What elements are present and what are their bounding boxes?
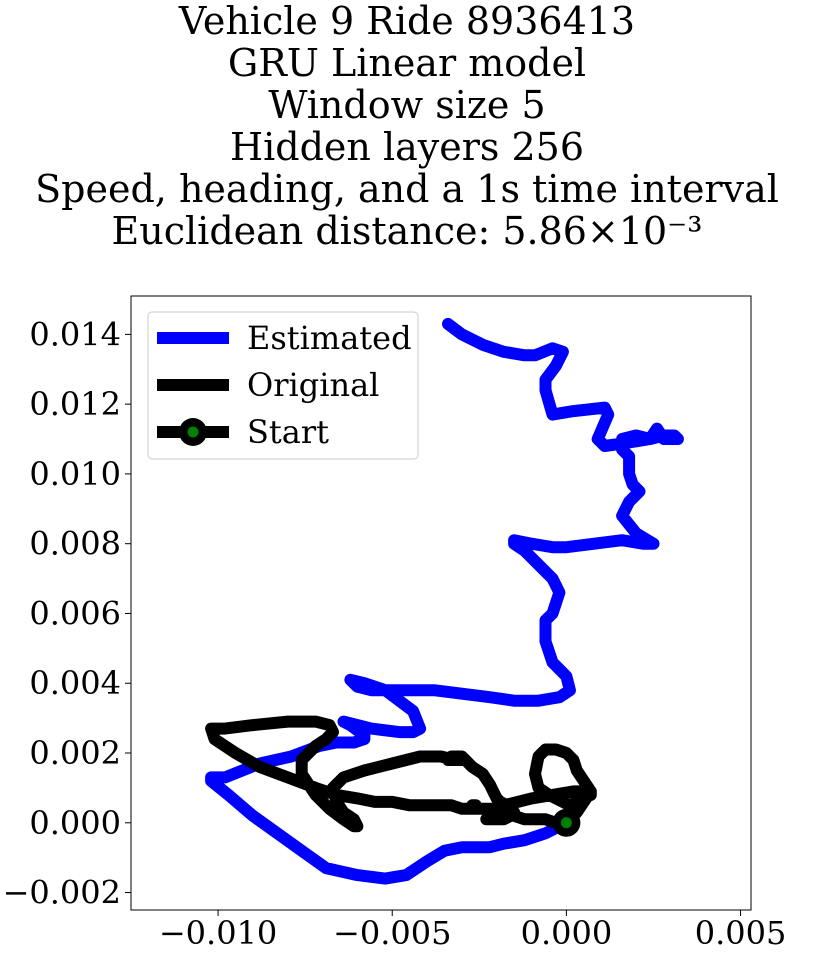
legend: Estimated Original Start	[147, 311, 419, 460]
x-tick-label: −0.010	[159, 914, 277, 952]
series-layer	[205, 317, 684, 885]
title-line-5: Speed, heading, and a 1s time interval	[35, 167, 779, 211]
legend-start-marker	[187, 426, 199, 438]
x-tick-label: −0.005	[333, 914, 451, 952]
title-line-1: Vehicle 9 Ride 8936413	[178, 0, 636, 43]
y-tick-label: 0.010	[29, 455, 121, 493]
legend-label: Original	[247, 366, 379, 404]
title-line-3: Window size 5	[268, 83, 546, 127]
y-tick-label: −0.002	[3, 874, 121, 912]
series-original-line	[205, 715, 597, 833]
legend-box	[147, 311, 419, 460]
axes: −0.010 −0.005 0.000 0.005 −0.002 0.000 0.002 0.…	[3, 295, 787, 952]
y-tick-label: 0.012	[29, 385, 121, 423]
y-tick-label: 0.008	[29, 525, 121, 563]
y-tick-label: 0.004	[29, 664, 121, 702]
title-line-4: Hidden layers 256	[229, 125, 585, 169]
y-tick-label: 0.000	[29, 804, 121, 842]
y-tick-label: 0.014	[29, 315, 121, 353]
title-line-2: GRU Linear model	[227, 41, 587, 85]
legend-label: Start	[247, 413, 329, 451]
series-estimated-line	[205, 317, 684, 885]
y-tick-label: 0.006	[29, 594, 121, 632]
x-tick-label: 0.005	[695, 914, 787, 952]
start-marker	[560, 817, 572, 829]
legend-label: Estimated	[247, 319, 412, 357]
title-line-6: Euclidean distance: 5.86×10⁻³	[111, 209, 703, 253]
plot-area	[205, 317, 684, 885]
x-tick-label: 0.000	[521, 914, 613, 952]
y-tick-label: 0.002	[29, 734, 121, 772]
axes-frame	[130, 295, 752, 911]
chart-title: Vehicle 9 Ride 8936413 GRU Linear model …	[0, 0, 814, 252]
